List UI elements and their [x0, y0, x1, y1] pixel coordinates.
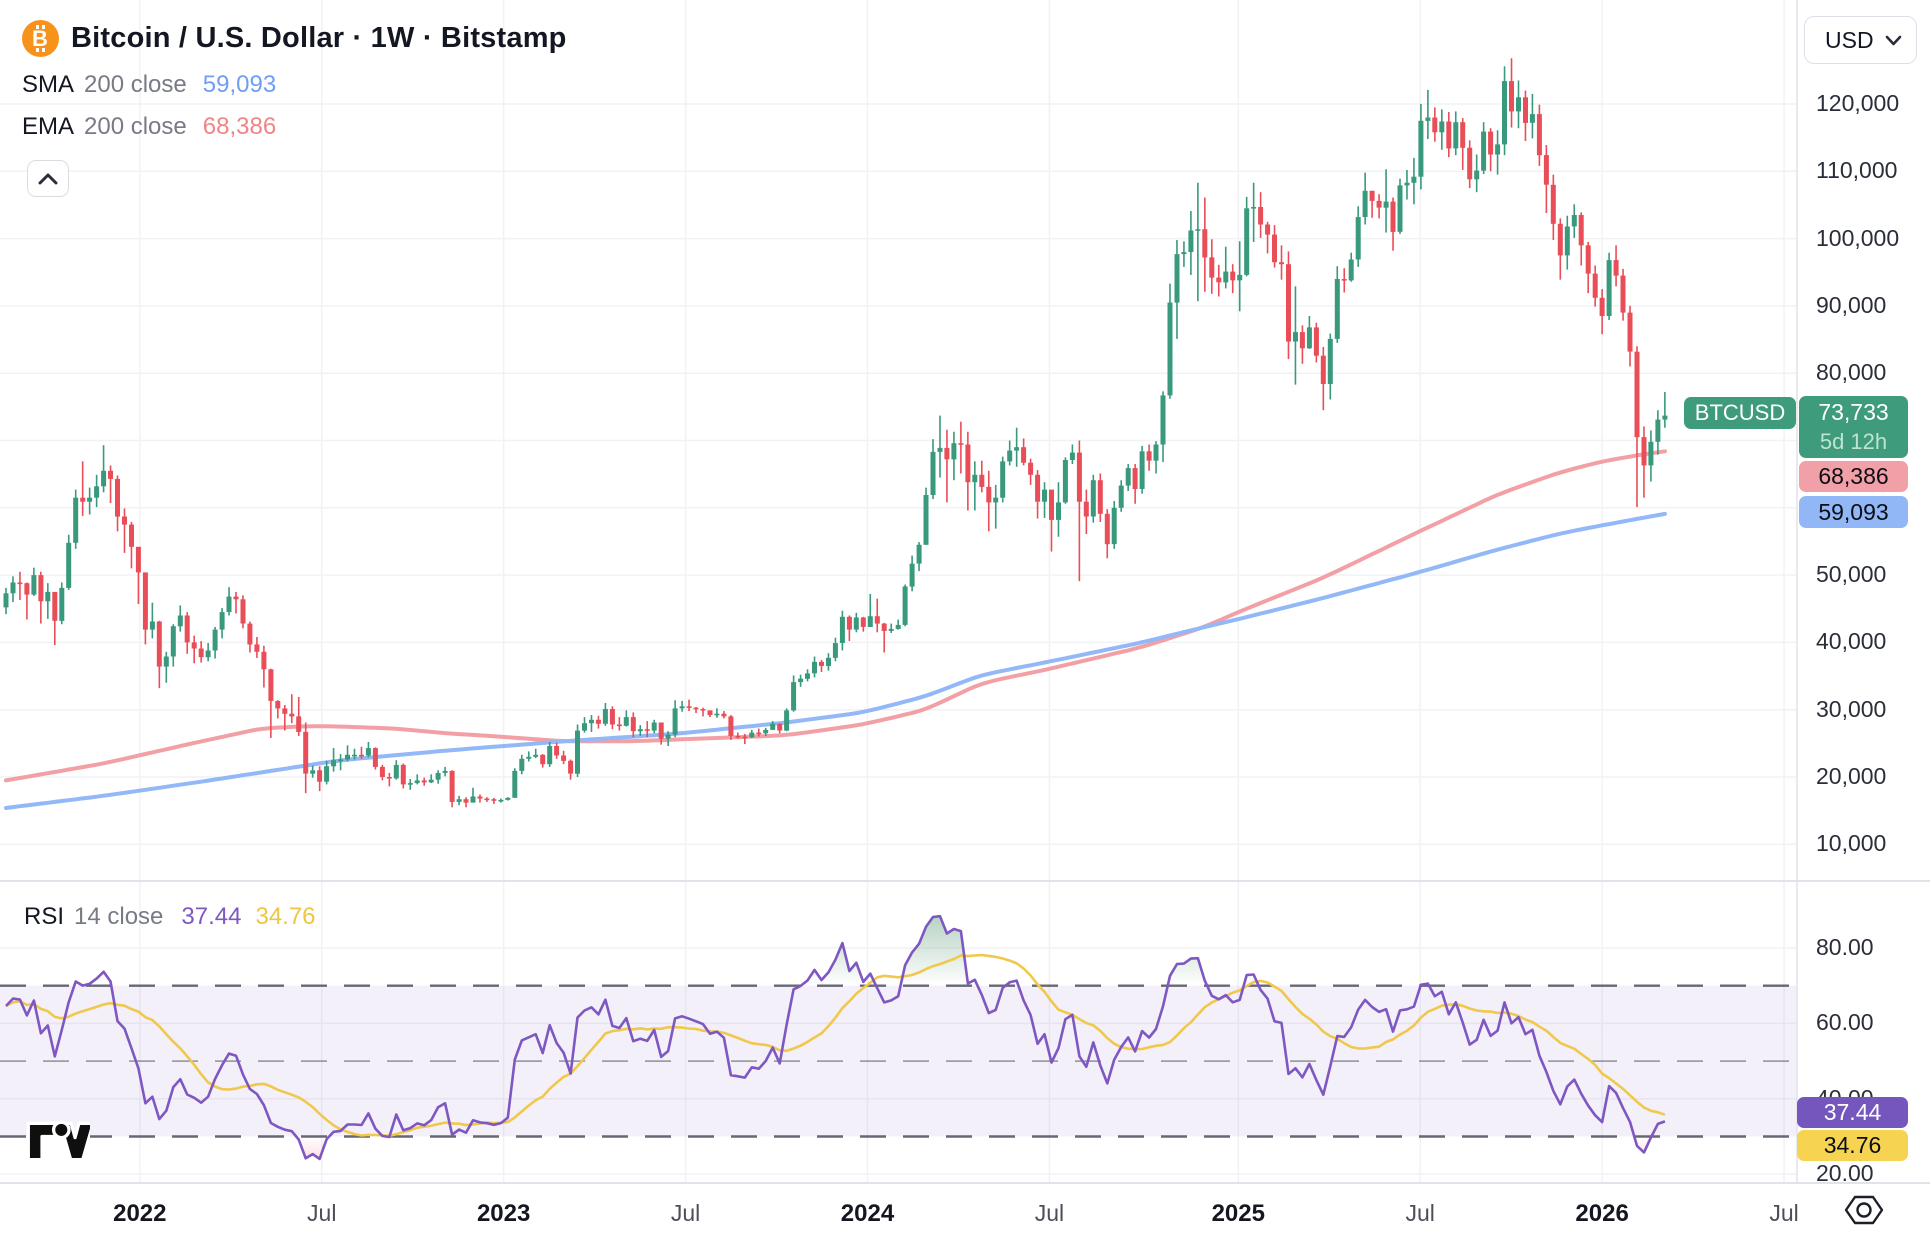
rsi-ma-value: 34.76: [255, 903, 316, 930]
time-axis-label: Jul: [1405, 1200, 1435, 1226]
ema-price-tag: 68,386: [1799, 461, 1908, 492]
symbol-title: Bitcoin / U.S. Dollar · 1W · Bitstamp: [71, 22, 567, 54]
time-axis-label: Jul: [1769, 1200, 1799, 1226]
rsi-value: 37.44: [181, 903, 242, 930]
time-axis-label: 2022: [113, 1200, 167, 1227]
time-axis-label: 2026: [1575, 1200, 1629, 1227]
time-axis-label: 2023: [476, 1200, 531, 1227]
rsi-ma-value-tag: 34.76: [1797, 1130, 1908, 1161]
last-price-value: 73,733: [1818, 399, 1889, 425]
sma-value: 59,093: [202, 71, 277, 98]
price-axis-label: 30,000: [1816, 695, 1887, 722]
price-axis-label: 90,000: [1816, 291, 1887, 318]
tradingview-logo-icon[interactable]: [26, 1120, 95, 1169]
rsi-axis-label: 80.00: [1816, 934, 1874, 960]
svg-text:B: B: [32, 26, 48, 51]
time-axis-label: 2024: [840, 1200, 895, 1227]
price-axis-label: 110,000: [1816, 157, 1898, 184]
rsi-value-tag: 37.44: [1797, 1097, 1908, 1128]
price-axis-label: 10,000: [1816, 830, 1887, 857]
price-axis-label: 40,000: [1816, 628, 1887, 655]
sma-price-tag: 59,093: [1799, 496, 1908, 528]
price-axis-label: 80,000: [1816, 359, 1887, 386]
legend: B Bitcoin / U.S. Dollar · 1W · Bitstamp …: [22, 20, 567, 197]
bitcoin-icon: B: [22, 20, 59, 57]
rsi-label: RSI: [24, 903, 65, 930]
price-axis-label: 20,000: [1816, 763, 1887, 789]
symbol-tag: BTCUSD: [1684, 397, 1796, 429]
candle-countdown: 5d 12h: [1819, 429, 1888, 454]
chevron-down-icon: [1885, 35, 1902, 45]
sma-legend-row: SMA 200 close 59,093: [22, 71, 567, 99]
settings-gear-icon[interactable]: [1842, 1189, 1886, 1236]
rsi-params: 14 close: [74, 903, 164, 930]
price-axis-label: 120,000: [1816, 90, 1900, 116]
time-axis-label: Jul: [307, 1200, 337, 1226]
ema-label: EMA: [22, 113, 75, 140]
chevron-up-icon: [38, 173, 58, 184]
collapse-legend-button[interactable]: [27, 160, 69, 197]
ema-value: 68,386: [202, 113, 277, 140]
last-price-tag: 73,733 5d 12h: [1799, 396, 1908, 458]
time-axis-label: Jul: [1034, 1200, 1065, 1226]
currency-value: USD: [1825, 26, 1874, 53]
price-axis-label: 100,000: [1816, 224, 1900, 251]
time-axis-label: 2025: [1211, 1200, 1265, 1227]
ema-params: 200 close: [84, 113, 187, 140]
rsi-legend: RSI 14 close 37.44 34.76: [24, 903, 316, 931]
time-axis-label: Jul: [670, 1200, 701, 1226]
currency-select[interactable]: USD: [1804, 16, 1917, 64]
sma-params: 200 close: [84, 71, 187, 98]
ema-legend-row: EMA 200 close 68,386: [22, 113, 567, 141]
sma-label: SMA: [22, 71, 75, 98]
price-axis-label: 50,000: [1816, 561, 1887, 588]
rsi-axis-label: 20.00: [1816, 1160, 1874, 1187]
rsi-axis-label: 60.00: [1816, 1009, 1874, 1036]
